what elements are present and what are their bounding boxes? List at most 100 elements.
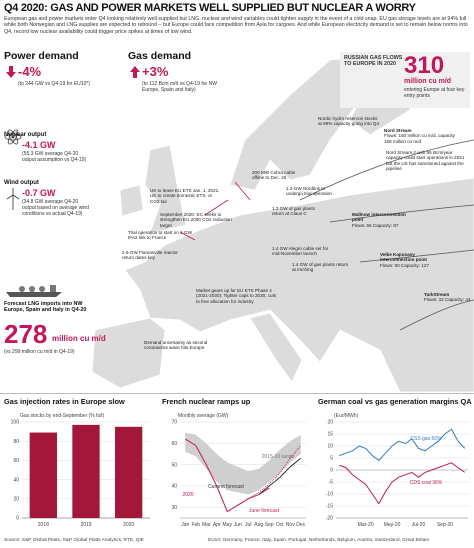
y-tick-label: 50	[171, 462, 177, 468]
series-label: June forecast	[249, 508, 280, 514]
annotation-title: Mallnow interconnection point	[352, 212, 406, 223]
annotation-text: Market gears up for EU ETS Phase 4 (2021…	[196, 288, 277, 304]
divider	[0, 393, 474, 394]
line	[339, 428, 466, 462]
annotation-title: Velke Kapusany interconnection point	[380, 252, 427, 263]
x-tick-label: Feb	[191, 522, 200, 528]
annotation: 1.4 GW Alegro cable set for mid-November…	[272, 246, 330, 257]
annotation: Nordic hydro reservoir stocks at 89% cap…	[318, 116, 380, 127]
ship-icon	[6, 285, 62, 297]
title: Q4 2020: GAS AND POWER MARKETS WELL SUPP…	[4, 2, 416, 14]
annotation-text: 1.4-GW Nordlink to undergo trial operati…	[286, 186, 332, 197]
y-tick-label: 100	[11, 420, 20, 426]
annotation: Mallnow interconnection point Flows: 66 C…	[352, 212, 408, 228]
chart-title: Gas injection rates in Europe slow	[4, 397, 125, 406]
x-tick-label: 2018	[38, 522, 49, 528]
cables	[179, 181, 251, 241]
annotation: Demand uncertainty as second coronavirus…	[144, 340, 218, 351]
y-tick-label: -10	[326, 492, 333, 498]
y-tick-label: -15	[326, 504, 333, 510]
y-tick-label: 0	[330, 468, 333, 474]
nuclear-label: Nuclear output	[4, 132, 47, 138]
x-tick-label: Mar-20	[358, 522, 374, 528]
x-tick-label: May-20	[384, 522, 401, 528]
gas-value: +3%	[142, 64, 169, 79]
lng-value: 278	[4, 319, 48, 349]
x-tick-label: Jul	[245, 522, 251, 528]
series-label: CDS coal 36%	[410, 480, 443, 486]
annotation-text: Flows: 66 Capacity: 87	[352, 222, 399, 228]
annotation-text: 2.6-GW Flamanville reactor return dates …	[122, 250, 178, 261]
atom-icon	[4, 129, 22, 145]
gas-label: Gas demand	[128, 50, 192, 62]
annotation-title: Nord Stream	[384, 128, 412, 133]
chart-subtitle: (Eur/MWh)	[334, 413, 359, 419]
chart-title: French nuclear ramps up	[162, 397, 251, 406]
x-tick-label: 2020	[123, 522, 134, 528]
annotation-text: 1.3 GW of gas plants return at Claus C	[272, 206, 315, 217]
annotation: 2.6-GW Flamanville reactor return dates …	[122, 250, 178, 261]
y-tick-label: -5	[329, 480, 334, 486]
annotation: Trial operation to start on 1 GW IFA2 li…	[128, 230, 192, 241]
y-tick-label: 5	[330, 456, 333, 462]
lng-label: Forecast LNG imports into NW Europe, Spa…	[4, 301, 87, 313]
annotation-text: 1.4 GW Alegro cable set for mid-November…	[272, 246, 329, 257]
nuclear-value: -4.1 GW	[22, 140, 56, 150]
series-label: CSS gas 50%	[410, 436, 442, 442]
annotation: TurkStream Flows: 32 Capacity: 44	[424, 292, 472, 303]
russia-value: 310	[404, 52, 445, 79]
footnote: EU10: Germany, France, Italy, Spain, Por…	[208, 538, 430, 543]
wind-label: Wind output	[4, 180, 39, 186]
line	[339, 462, 465, 505]
power-value: -4%	[18, 64, 42, 79]
annotation-text: 1.4 GW of gas plants return at Irsching	[292, 262, 349, 273]
annotation: 1.3 GW of gas plants return at Claus C	[272, 206, 324, 217]
lng-note: (vs 299 million cu m/d in Q4-19)	[4, 349, 75, 355]
range-area	[185, 432, 301, 495]
up-arrow	[130, 66, 140, 78]
y-tick-label: 60	[171, 441, 177, 447]
annotation: Nord Stream 2 with 55 Bcm/year capacity …	[386, 150, 466, 171]
lng-unit: million cu m/d	[52, 334, 106, 343]
gas-note: (to 112 Bcm m/d vs Q4-19 for NW Europe, …	[142, 81, 217, 93]
bar	[115, 426, 143, 518]
line	[258, 457, 302, 495]
annotation-text: UK to leave EU ETS Jan. 1, 2021. UK to c…	[150, 188, 220, 204]
annotation: 1.4 GW of gas plants return at Irsching	[292, 262, 350, 273]
russia-box	[340, 52, 470, 108]
bar	[72, 424, 100, 518]
y-tick-label: 20	[327, 420, 333, 426]
intro: European gas and power markets enter Q4 …	[4, 16, 468, 35]
chart: Gas injection rates in Europe slow Gas st…	[4, 397, 150, 528]
chart-subtitle: Monthly average (GW)	[178, 413, 229, 419]
x-tick-label: 2019	[80, 522, 91, 528]
power-label: Power demand	[4, 50, 79, 62]
chart-title: German coal vs gas generation margins QA	[318, 397, 472, 406]
annotation-text: Flows: 32 Capacity: 44	[424, 297, 471, 303]
wind-value: -0.7 GW	[22, 188, 56, 198]
y-tick-label: 40	[13, 477, 19, 483]
series-label: 2020	[182, 492, 193, 498]
annotation: 200 MW Cobra cable offline to Dec. 25	[252, 170, 302, 181]
x-tick-label: Jul-20	[412, 522, 426, 528]
y-tick-label: 15	[327, 432, 333, 438]
annotation-text: Demand uncertainty as second coronavirus…	[144, 340, 208, 351]
annotation: September 2020: EC seeks to strengthen E…	[160, 212, 234, 228]
x-tick-label: Jan	[181, 522, 189, 528]
russia-note: entering Europe at four key entry points	[404, 87, 465, 99]
wind-note: (34.8 GW average Q4-20 output based on a…	[22, 199, 89, 217]
bar	[29, 432, 57, 518]
chart: French nuclear ramps up Monthly average (…	[162, 397, 306, 528]
y-tick-label: -20	[326, 516, 333, 522]
x-tick-label: Apr	[213, 522, 221, 528]
chart-subtitle: Gas stocks by end-September (% full)	[20, 413, 105, 419]
x-tick-label: Sep	[265, 522, 274, 528]
y-tick-label: 40	[171, 484, 177, 490]
x-tick-label: Nov	[286, 522, 295, 528]
series-label: 2015-19 range	[262, 454, 295, 460]
chart: German coal vs gas generation margins QA…	[318, 397, 472, 528]
x-tick-label: Aug	[254, 522, 263, 528]
y-tick-label: 80	[13, 439, 19, 445]
x-tick-label: Mar	[202, 522, 211, 528]
